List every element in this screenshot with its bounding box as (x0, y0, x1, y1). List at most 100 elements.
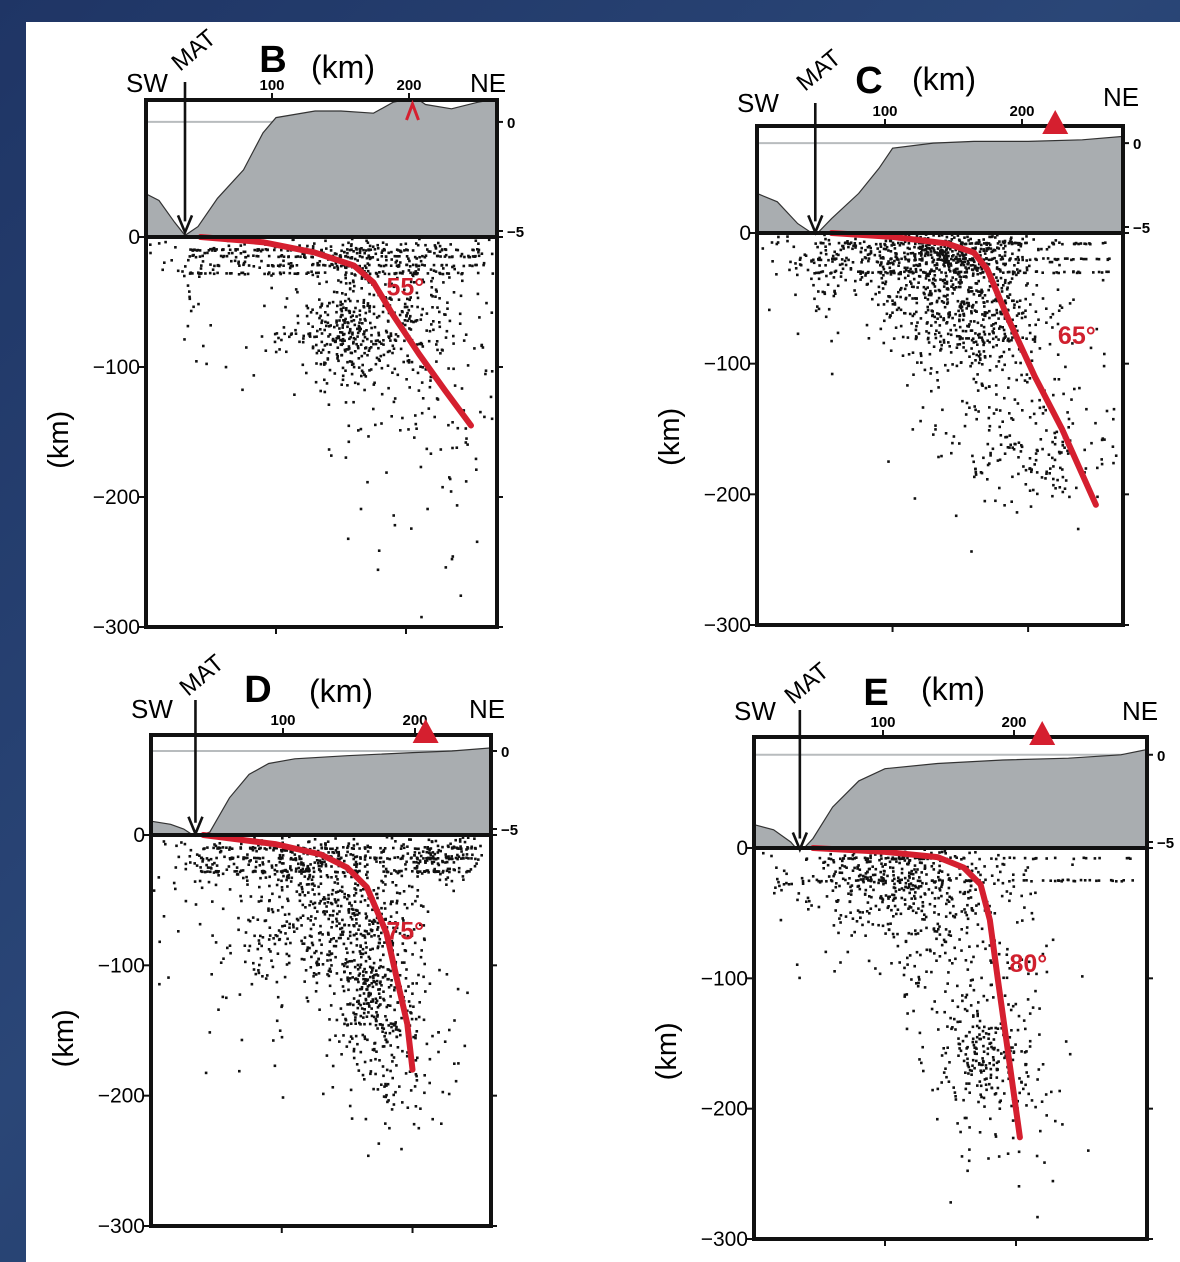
hypocenter-point (285, 849, 288, 852)
hypocenter-point (1021, 336, 1024, 339)
hypocenter-point (338, 922, 341, 925)
hypocenter-point (988, 1042, 991, 1045)
hypocenter-point (833, 270, 837, 274)
hypocenter-point (937, 296, 941, 300)
hypocenter-point (415, 291, 419, 295)
hypocenter-point (434, 245, 437, 249)
hypocenter-point (1087, 1149, 1090, 1152)
hypocenter-point (1058, 263, 1061, 267)
hypocenter-point (318, 316, 321, 320)
hypocenter-point (1020, 316, 1024, 320)
hypocenter-point (889, 238, 892, 242)
hypocenter-point (975, 289, 978, 292)
hypocenter-point (368, 263, 371, 267)
hypocenter-point (831, 260, 834, 263)
hypocenter-point (256, 248, 259, 251)
hypocenter-point (405, 860, 408, 864)
hypocenter-point (411, 274, 415, 278)
hypocenter-point (344, 299, 347, 303)
hypocenter-point (373, 920, 377, 923)
hypocenter-point (876, 247, 879, 250)
hypocenter-point (204, 1071, 208, 1075)
hypocenter-point (843, 854, 847, 857)
hypocenter-point (919, 254, 923, 257)
hypocenter-point (835, 252, 838, 256)
hypocenter-point (374, 342, 378, 346)
x-tick-label: 200 (402, 712, 427, 729)
hypocenter-point (306, 946, 310, 949)
hypocenter-point (295, 890, 299, 893)
hypocenter-point (910, 932, 913, 936)
hypocenter-point (966, 1057, 969, 1061)
hypocenter-point (399, 847, 403, 850)
hypocenter-point (893, 243, 896, 246)
hypocenter-point (881, 265, 885, 269)
hypocenter-point (456, 857, 459, 861)
hypocenter-point (263, 272, 266, 276)
hypocenter-point (162, 915, 166, 918)
hypocenter-point (969, 258, 972, 261)
hypocenter-point (863, 893, 867, 896)
hypocenter-point (402, 843, 405, 846)
hypocenter-point (371, 966, 375, 970)
hypocenter-point (354, 306, 357, 310)
hypocenter-point (477, 242, 480, 245)
hypocenter-point (419, 465, 423, 469)
hypocenter-point (297, 862, 300, 866)
hypocenter-point (979, 873, 982, 877)
hypocenter-point (1029, 303, 1032, 306)
hypocenter-point (1058, 304, 1062, 307)
hypocenter-point (979, 265, 983, 269)
hypocenter-point (1025, 1104, 1028, 1107)
hypocenter-point (374, 1017, 378, 1021)
hypocenter-point (1095, 257, 1099, 261)
hypocenter-point (368, 1022, 372, 1026)
hypocenter-point (1028, 1039, 1032, 1043)
hypocenter-point (911, 251, 915, 255)
hypocenter-point (1070, 258, 1073, 262)
hypocenter-point (915, 324, 918, 328)
hypocenter-point (326, 840, 330, 843)
hypocenter-point (932, 249, 936, 252)
hypocenter-point (434, 247, 438, 250)
hypocenter-point (442, 267, 445, 270)
hypocenter-point (889, 349, 893, 352)
hypocenter-point (183, 338, 186, 341)
hypocenter-point (840, 864, 844, 867)
hypocenter-point (172, 881, 176, 885)
hypocenter-point (897, 241, 900, 245)
hypocenter-point (895, 308, 899, 312)
hypocenter-point (907, 234, 911, 238)
hypocenter-point (906, 266, 909, 270)
hypocenter-point (391, 1029, 395, 1033)
hypocenter-point (1034, 458, 1038, 462)
hypocenter-point (1025, 1071, 1028, 1074)
hypocenter-point (340, 339, 344, 342)
hypocenter-point (921, 1045, 924, 1049)
hypocenter-point (903, 240, 907, 244)
hypocenter-point (1000, 355, 1003, 358)
hypocenter-point (363, 967, 366, 971)
hypocenter-point (1013, 264, 1016, 267)
hypocenter-point (277, 929, 281, 932)
hypocenter-point (894, 326, 898, 329)
hypocenter-point (920, 871, 923, 874)
hypocenter-point (874, 242, 878, 246)
hypocenter-point (363, 335, 367, 339)
hypocenter-point (946, 982, 949, 985)
hypocenter-point (327, 448, 331, 451)
hypocenter-point (371, 969, 374, 972)
hypocenter-point (324, 320, 327, 324)
hypocenter-point (994, 1133, 997, 1136)
hypocenter-point (893, 259, 896, 263)
hypocenter-point (903, 287, 907, 291)
hypocenter-point (371, 975, 375, 978)
hypocenter-point (416, 889, 420, 892)
hypocenter-point (775, 273, 778, 276)
hypocenter-point (914, 886, 918, 889)
hypocenter-point (415, 982, 418, 985)
hypocenter-point (380, 879, 383, 883)
hypocenter-point (358, 309, 362, 312)
hypocenter-point (1008, 967, 1011, 970)
hypocenter-point (162, 840, 166, 843)
